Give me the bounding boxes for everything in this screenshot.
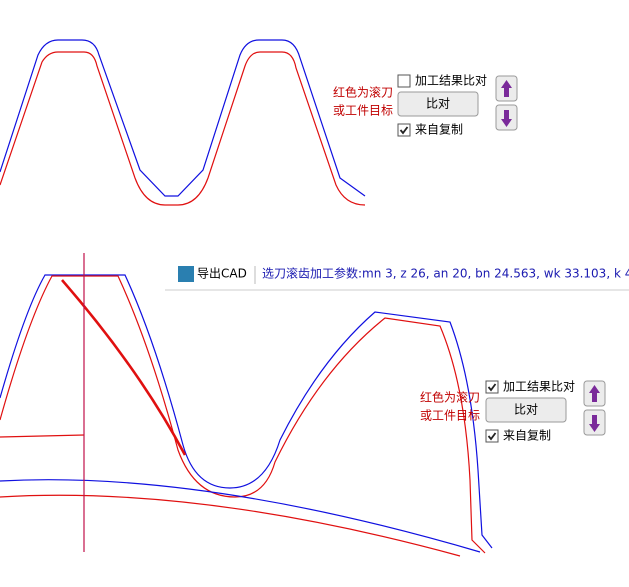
red-arc [0,494,461,557]
params-text: 选刀滚齿加工参数:mn 3, z 26, an 20, bn 24.563, w… [262,266,629,281]
down-arrow [589,415,600,432]
toolbar [165,262,629,290]
button-label: 比对 [514,403,538,417]
checkbox[interactable] [485,429,499,443]
compare-button[interactable] [485,397,567,423]
checkmark [487,432,497,441]
up-arrow [501,80,512,97]
red-profile [0,434,85,438]
down-arrow [501,110,512,127]
checkbox-label: 来自复制 [415,123,463,137]
blue-profile [0,39,366,197]
note-line: 或工件目标 [420,409,480,423]
checkbox[interactable] [397,123,411,137]
note-line: 红色为滚刀 [420,390,480,405]
checkbox-label: 来自复制 [503,429,551,443]
note-line: 或工件目标 [333,104,393,118]
checkmark [487,383,497,392]
compare-button[interactable] [397,91,479,117]
checkmark [399,126,409,135]
red-profile [0,51,366,206]
up-arrow [589,385,600,402]
checkbox[interactable] [485,380,499,394]
red-profile [0,275,486,554]
checkbox[interactable] [397,74,411,88]
checkbox-label: 加工结果比对 [415,74,487,88]
button-label: 比对 [426,97,450,111]
note-line: 红色为滚刀 [333,85,393,100]
checkbox-label: 加工结果比对 [503,380,575,394]
blue-profile [0,274,493,549]
blue-arc [0,479,481,553]
red-profile-thick [61,279,187,456]
export-icon [178,266,194,282]
export-button[interactable]: 导出CAD [197,267,247,281]
